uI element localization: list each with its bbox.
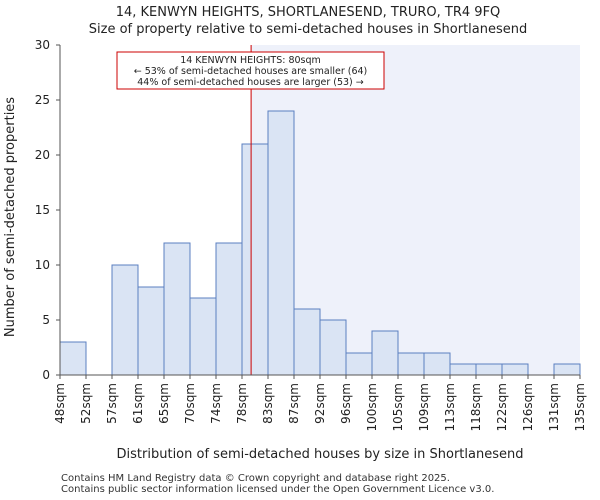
histogram-chart: 14, KENWYN HEIGHTS, SHORTLANESEND, TRURO… <box>3 5 587 462</box>
y-tick-label: 20 <box>35 148 50 162</box>
footer-line-2: Contains public sector information licen… <box>61 484 495 495</box>
y-tick-label: 30 <box>35 38 50 52</box>
plot-area: 14 KENWYN HEIGHTS: 80sqm← 53% of semi-de… <box>35 38 587 431</box>
x-tick-label: 65sqm <box>157 383 171 424</box>
histogram-bar <box>449 363 477 376</box>
x-tick-label: 83sqm <box>261 383 275 424</box>
chart-subtitle: Size of property relative to semi-detach… <box>89 22 528 37</box>
annotation-line: 14 KENWYN HEIGHTS: 80sqm <box>180 55 321 66</box>
x-tick-label: 131sqm <box>547 383 561 431</box>
y-axis-label: Number of semi-detached properties <box>3 97 18 337</box>
x-tick-label: 113sqm <box>443 383 457 431</box>
histogram-bar <box>267 110 295 376</box>
y-tick-label: 0 <box>42 368 50 382</box>
x-tick-label: 105sqm <box>391 383 405 431</box>
histogram-bar <box>59 341 87 376</box>
x-tick-label: 92sqm <box>313 383 327 424</box>
x-tick-label: 109sqm <box>417 383 431 431</box>
annotation-line: 44% of semi-detached houses are larger (… <box>137 77 364 88</box>
y-tick-label: 25 <box>35 93 50 107</box>
histogram-bar <box>553 363 581 376</box>
y-tick-label: 15 <box>35 203 50 217</box>
histogram-bar <box>397 352 425 376</box>
x-tick-label: 57sqm <box>105 383 119 424</box>
y-tick-label: 5 <box>42 313 50 327</box>
histogram-bar <box>423 352 451 376</box>
footer-credit: Contains HM Land Registry data © Crown c… <box>61 473 494 495</box>
histogram-bar <box>293 308 321 376</box>
annotation-box <box>116 51 385 90</box>
x-tick-label: 122sqm <box>495 383 509 431</box>
x-tick-label: 61sqm <box>131 383 145 424</box>
histogram-bar <box>215 242 243 376</box>
x-tick-label: 135sqm <box>573 383 587 431</box>
x-tick-label: 87sqm <box>287 383 301 424</box>
histogram-bar <box>475 363 503 376</box>
histogram-bar <box>241 143 269 376</box>
x-tick-label: 52sqm <box>79 383 93 424</box>
histogram-bar <box>319 319 347 376</box>
chart-title: 14, KENWYN HEIGHTS, SHORTLANESEND, TRURO… <box>116 5 501 20</box>
annotation-line: ← 53% of semi-detached houses are smalle… <box>134 66 368 77</box>
x-tick-label: 126sqm <box>521 383 535 431</box>
x-tick-label: 70sqm <box>183 383 197 424</box>
histogram-bar <box>189 297 217 376</box>
histogram-bar <box>501 363 529 376</box>
x-tick-label: 96sqm <box>339 383 353 424</box>
histogram-bar <box>345 352 373 376</box>
footer-line-1: Contains HM Land Registry data © Crown c… <box>61 473 450 484</box>
x-tick-label: 48sqm <box>53 383 67 424</box>
x-tick-label: 100sqm <box>365 383 379 431</box>
x-tick-label: 74sqm <box>209 383 223 424</box>
y-tick-label: 10 <box>35 258 50 272</box>
x-axis-label: Distribution of semi-detached houses by … <box>117 447 524 462</box>
histogram-bar <box>163 242 191 376</box>
histogram-bar <box>111 264 139 376</box>
histogram-bar <box>137 286 165 376</box>
histogram-bar <box>371 330 399 376</box>
x-tick-label: 78sqm <box>235 383 249 424</box>
x-tick-label: 118sqm <box>469 383 483 431</box>
